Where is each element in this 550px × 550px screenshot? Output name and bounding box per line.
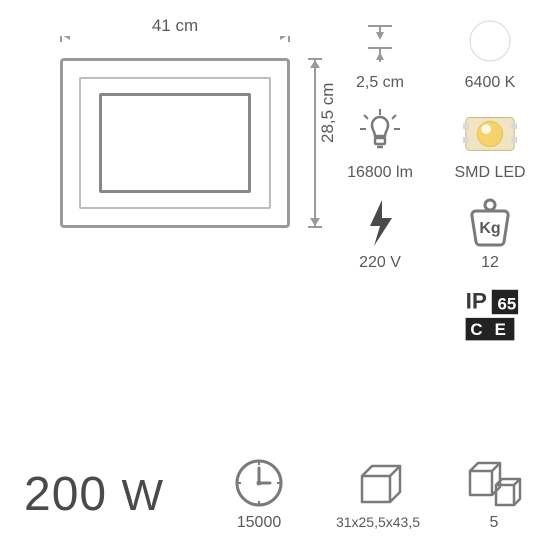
spec-depth: 2,5 cm	[330, 14, 430, 92]
voltage-value: 220 V	[359, 254, 401, 272]
color-temp-icon	[460, 14, 520, 72]
svg-text:IP: IP	[466, 289, 487, 314]
spec-led-type: SMD LED	[440, 104, 540, 182]
color-temp-value: 6400 K	[465, 74, 516, 92]
qty-icon	[464, 454, 524, 512]
spec-lifetime: 15000	[216, 454, 302, 532]
box-dims-icon	[348, 454, 408, 512]
depth-value: 2,5 cm	[356, 74, 404, 92]
wattage-value: 200	[24, 468, 107, 521]
box-dims-value: 31x25,5x43,5	[336, 514, 420, 530]
frame-mid	[79, 77, 271, 209]
ip-ce-icon: IP 65 C E	[460, 284, 520, 348]
svg-text:C E: C E	[470, 320, 509, 339]
frame-outer	[60, 58, 290, 228]
qty-value: 5	[490, 514, 499, 532]
wattage: 200 W	[24, 467, 164, 522]
dimension-width: 41 cm	[60, 20, 290, 50]
led-type-value: SMD LED	[454, 164, 525, 182]
lifetime-icon	[229, 454, 289, 512]
spec-grid: 2,5 cm 6400 K 1680	[330, 14, 540, 362]
spec-box-dims: 31x25,5x43,5	[318, 454, 438, 532]
product-frame-drawing: 41 cm 28,5 cm	[30, 20, 310, 240]
wattage-unit: W	[121, 471, 164, 520]
spec-lumen: 16800 lm	[330, 104, 430, 182]
lifetime-value: 15000	[237, 514, 282, 532]
kg-text: Kg	[479, 220, 500, 237]
spec-qty: 5	[454, 454, 534, 532]
spec-color-temp: 6400 K	[440, 14, 540, 92]
voltage-icon	[350, 194, 410, 252]
smd-led-icon	[460, 104, 520, 162]
dimension-height: 28,5 cm	[300, 58, 330, 228]
weight-value: 12	[481, 254, 499, 272]
bottom-row: 15000 31x25,5x43,5 5	[216, 454, 536, 532]
spec-ip-ce: IP 65 C E	[440, 284, 540, 362]
frame-inner	[99, 93, 251, 193]
lumen-icon	[350, 104, 410, 162]
svg-text:65: 65	[498, 294, 517, 313]
depth-icon	[350, 14, 410, 72]
spec-weight: Kg 12	[440, 194, 540, 272]
width-value: 41 cm	[146, 16, 204, 35]
spec-voltage: 220 V	[330, 194, 430, 272]
lumen-value: 16800 lm	[347, 164, 413, 182]
weight-icon: Kg	[460, 194, 520, 252]
